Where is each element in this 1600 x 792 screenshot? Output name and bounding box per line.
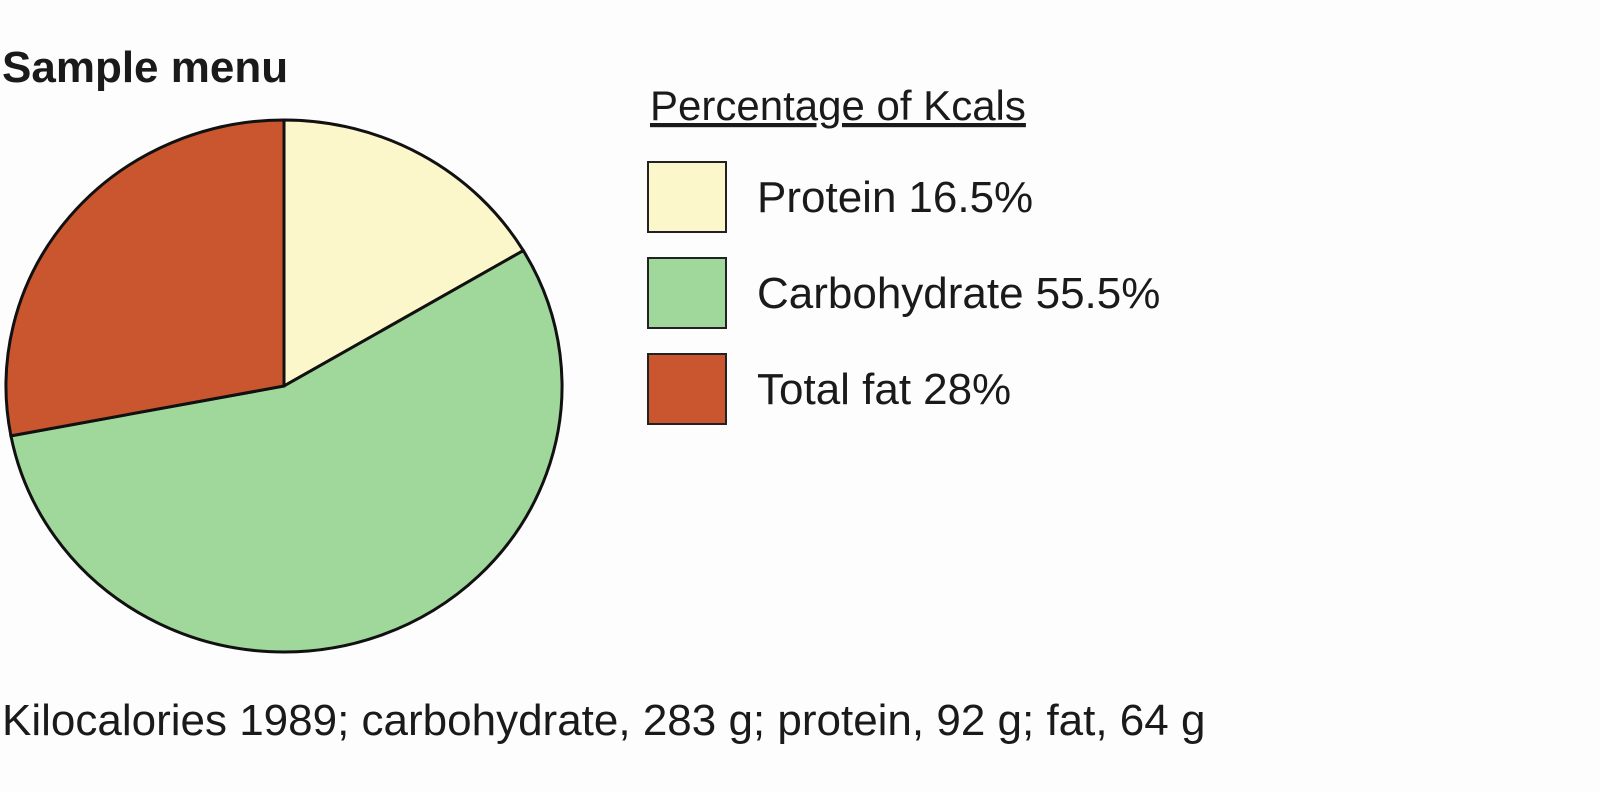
legend-label: Protein 16.5% xyxy=(757,173,1033,222)
legend-value: 16.5% xyxy=(908,173,1033,222)
legend-swatch xyxy=(647,257,727,329)
note: Kilocalories 1989; carbohydrate, 283 g; … xyxy=(2,696,1205,745)
legend-swatch xyxy=(647,353,727,425)
legend-swatch xyxy=(647,161,727,233)
legend-title: Percentage of Kcals xyxy=(650,82,1026,129)
pie-slice xyxy=(282,118,526,389)
legend-category: Carbohydrate xyxy=(757,269,1024,318)
chart-title: Sample menu xyxy=(2,43,288,92)
legend-category: Total fat xyxy=(757,365,911,414)
legend-label: Total fat 28% xyxy=(757,365,1011,414)
legend-label: Carbohydrate 55.5% xyxy=(757,269,1160,318)
legend-value: 55.5% xyxy=(1036,269,1161,318)
pie-slice xyxy=(4,118,286,438)
legend-value: 28% xyxy=(923,365,1011,414)
pie-slice xyxy=(9,248,564,654)
legend-category: Protein xyxy=(757,173,896,222)
